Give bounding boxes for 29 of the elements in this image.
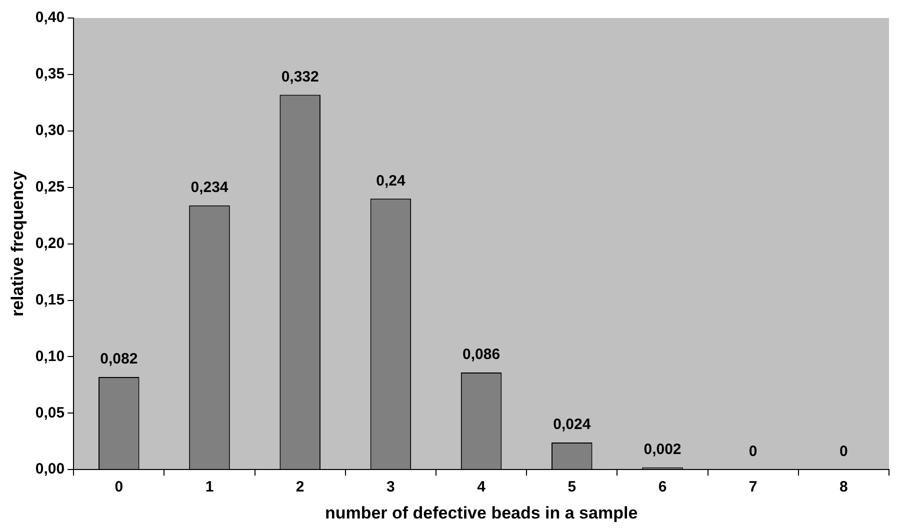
x-axis-title: number of defective beads in a sample <box>324 503 638 522</box>
y-tick-label: 0,40 <box>35 9 65 26</box>
y-tick-label: 0,30 <box>35 122 65 140</box>
y-tick-label: 0,25 <box>35 178 65 196</box>
y-tick-label: 0,05 <box>35 404 65 422</box>
y-tick-label: 0,15 <box>35 291 65 308</box>
y-tick-label: 0,35 <box>35 66 65 83</box>
data-label: 0,002 <box>644 440 682 458</box>
y-tick-label: 0,10 <box>35 348 65 365</box>
y-tick-label: 0,00 <box>35 460 65 478</box>
y-axis-title: relative frequency <box>8 170 27 317</box>
data-label: 0,086 <box>462 346 500 364</box>
data-label: 0 <box>748 443 758 460</box>
data-label: 0,082 <box>100 350 138 368</box>
data-label: 0,332 <box>281 68 319 86</box>
x-tick-label: 8 <box>840 478 848 496</box>
x-tick-label: 2 <box>296 478 304 496</box>
x-tick-label: 0 <box>114 478 124 496</box>
x-tick-label: 4 <box>477 478 486 496</box>
x-tick-label: 6 <box>658 478 667 496</box>
data-label: 0,24 <box>376 172 406 190</box>
data-label: 0,024 <box>553 416 592 434</box>
x-tick-label: 5 <box>568 478 576 496</box>
y-tick-label: 0,20 <box>35 234 65 252</box>
x-tick-label: 1 <box>205 478 214 496</box>
x-tick-label: 3 <box>386 478 395 496</box>
data-label: 0 <box>840 443 848 460</box>
x-tick-label: 7 <box>748 478 758 496</box>
data-label: 0,234 <box>190 179 229 196</box>
